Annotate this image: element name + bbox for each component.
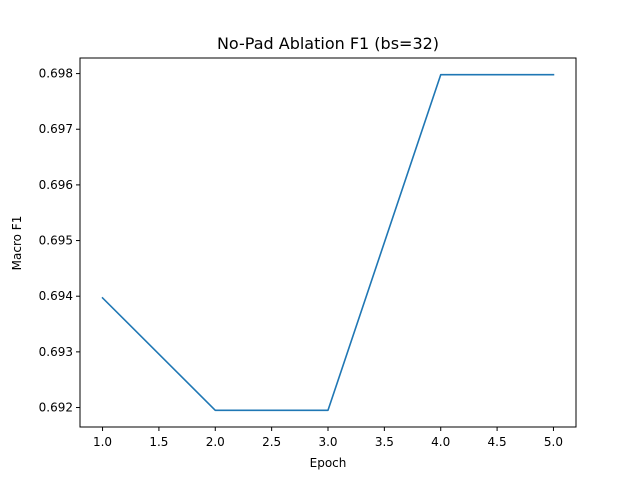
y-tick-label: 0.698 — [39, 67, 73, 81]
series-line — [101, 73, 555, 412]
y-tick-label: 0.694 — [39, 289, 73, 303]
x-tick-label: 1.5 — [149, 435, 168, 449]
x-tick-label: 5.0 — [544, 435, 563, 449]
x-tick-label: 3.0 — [318, 435, 337, 449]
x-axis-ticks: 1.0 1.5 2.0 2.5 3.0 3.5 4.0 4.5 5.0 — [93, 427, 563, 449]
y-tick-label: 0.693 — [39, 345, 73, 359]
x-tick-label: 4.0 — [431, 435, 450, 449]
x-tick-label: 1.0 — [93, 435, 112, 449]
x-tick-label: 2.0 — [206, 435, 225, 449]
y-tick-label: 0.696 — [39, 178, 73, 192]
y-axis-label: Macro F1 — [10, 216, 24, 271]
plot-frame — [79, 57, 577, 428]
x-tick-label: 4.5 — [488, 435, 507, 449]
chart-title: No-Pad Ablation F1 (bs=32) — [217, 34, 439, 53]
x-tick-label: 2.5 — [262, 435, 281, 449]
y-tick-label: 0.697 — [39, 122, 73, 136]
y-tick-label: 0.695 — [39, 234, 73, 248]
y-axis-ticks: 0.692 0.693 0.694 0.695 0.696 0.697 0.698 — [39, 67, 80, 415]
series-lines — [101, 73, 555, 412]
x-tick-label: 3.5 — [375, 435, 394, 449]
y-tick-label: 0.692 — [39, 401, 73, 415]
x-axis-label: Epoch — [310, 456, 347, 470]
